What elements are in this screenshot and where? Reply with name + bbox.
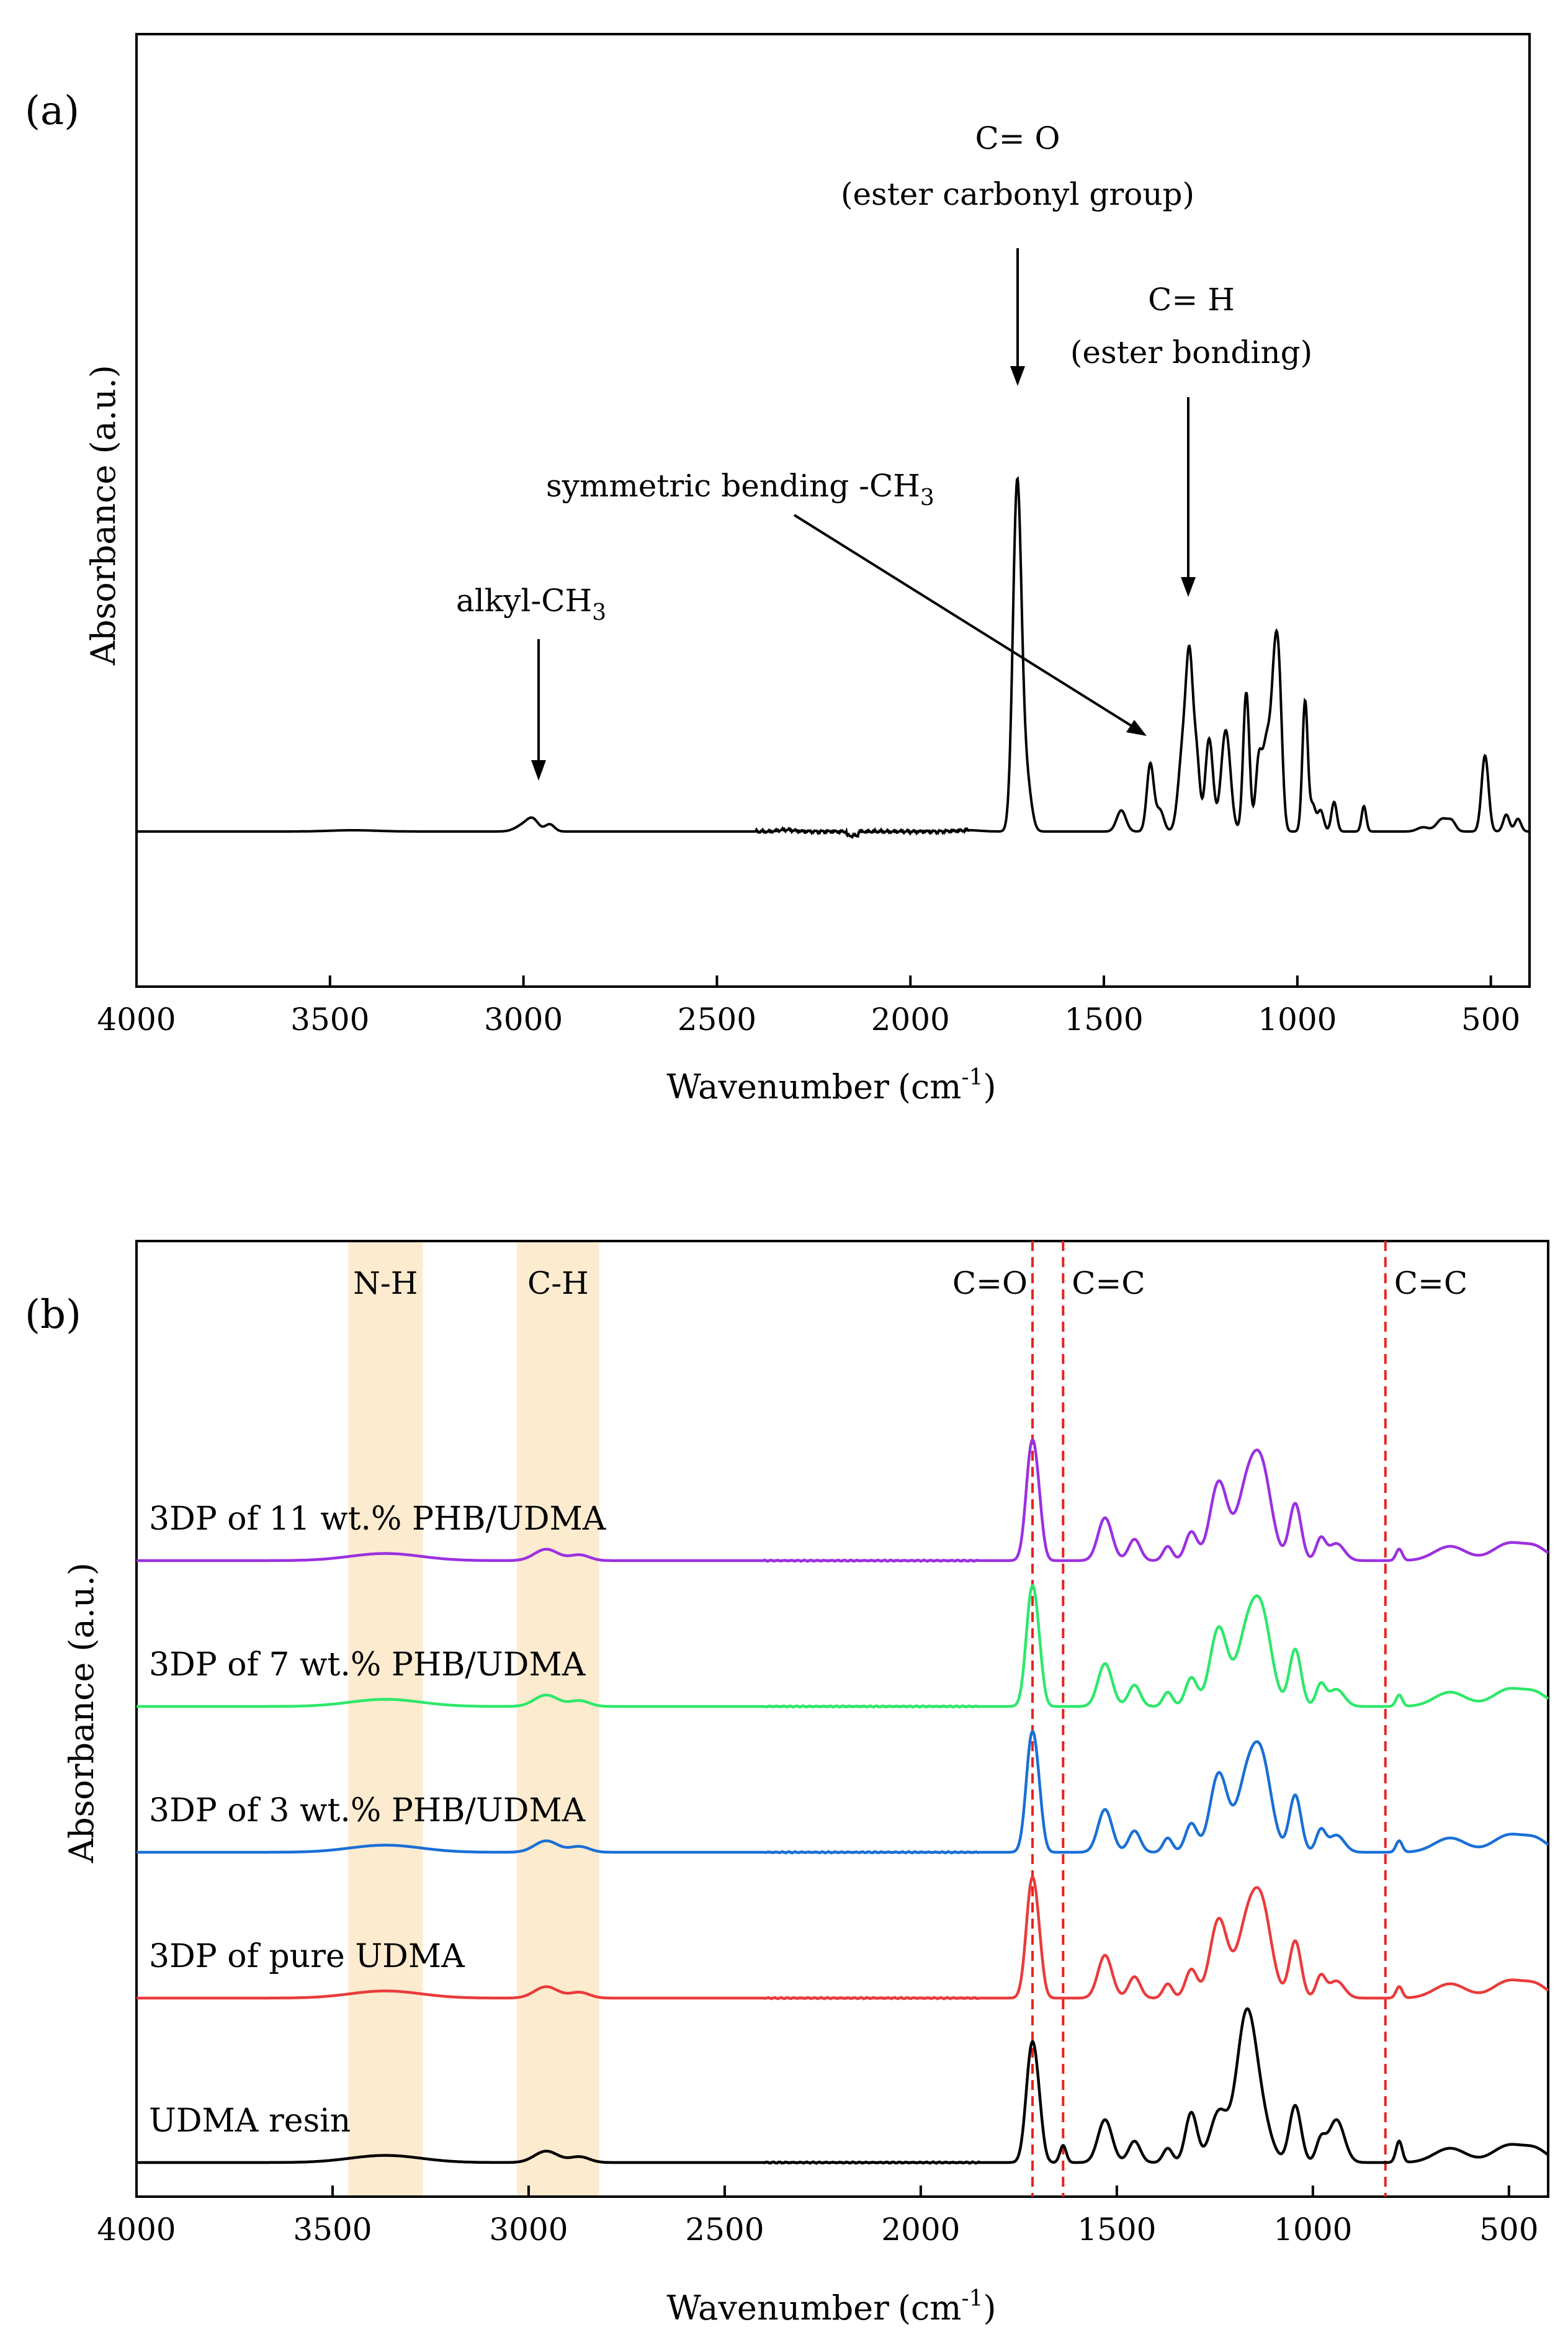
- panel-b-x-axis-label: Wavenumber (cm-1): [666, 2286, 996, 2328]
- panel-a-xlabel-close: ): [983, 1067, 997, 1106]
- panel-b-xlabel-text: Wavenumber: [666, 2288, 889, 2328]
- anno-ch-subtitle: (ester bonding): [1070, 334, 1312, 370]
- panel-b-x-ticks: 4000 3500 3000 2500 2000 1500 1000 500: [97, 2185, 1539, 2248]
- panel-a-x-axis-label: Wavenumber (cm-1): [666, 1065, 996, 1106]
- panel-a-xlabel-sup: -1: [961, 1065, 983, 1090]
- panel-a-x-ticks: 4000 3500 3000 2500 2000 1500 1000 500: [97, 975, 1520, 1038]
- panel-a-x-tick-label: 1500: [1064, 1002, 1143, 1038]
- panel-a-x-tick-label: 2500: [678, 1002, 756, 1038]
- panel-b-y-axis-label: Absorbance (a.u.): [62, 1562, 101, 1863]
- panel-b: N-H C-H (b) Absorbance (a.u.) Wavenumber(…: [25, 1240, 1549, 2328]
- panel-a-frame: [135, 33, 1531, 988]
- panel-b-x-tick-label: 2500: [685, 2212, 764, 2248]
- anno-alkyl-arrowhead: [531, 760, 546, 781]
- series-label: 3DP of pure UDMA: [149, 1938, 465, 1975]
- panel-a-x-tick-label: 1000: [1258, 1002, 1337, 1038]
- panel-b-x-tick-label: 500: [1479, 2212, 1538, 2248]
- panel-a-x-tick-label: 2000: [871, 1002, 950, 1038]
- panel-a-x-tick-label: 4000: [97, 1002, 176, 1038]
- panel-b-xlabel-unit: (cm: [898, 2288, 962, 2328]
- panel-b-series: 3DP of 11 wt.% PHB/UDMA 3DP of 7 wt.% PHB…: [137, 1438, 1549, 2165]
- anno-sym-bending-arrowhead: [1126, 720, 1147, 736]
- panel-a-xlabel-unit: (cm: [898, 1067, 962, 1106]
- panel-a-x-tick-label: 3500: [290, 1002, 369, 1038]
- anno-co-arrowhead: [1010, 366, 1025, 386]
- panel-a-y-axis-label: Absorbance (a.u.): [84, 365, 123, 666]
- reference-line-label: C=C: [1394, 1265, 1467, 1301]
- panel-b-x-tick-label: 2000: [881, 2212, 960, 2248]
- panel-b-label: (b): [25, 1292, 81, 1338]
- anno-sym-bending: symmetric bending -CH3: [546, 468, 934, 511]
- series-line: [137, 1584, 1549, 1709]
- series-line: [137, 1729, 1549, 1855]
- anno-ch-title: C= H: [1148, 282, 1235, 318]
- panel-b-shaded-bands: N-H C-H: [348, 1241, 599, 2197]
- anno-co-title: C= O: [975, 120, 1060, 156]
- anno-alkyl: alkyl-CH3: [456, 583, 606, 625]
- panel-a-xlabel-text: Wavenumber: [666, 1067, 889, 1106]
- anno-co-subtitle: (ester carbonyl group): [841, 176, 1194, 212]
- reference-line-label: C=O: [952, 1265, 1028, 1301]
- series-label: 3DP of 7 wt.% PHB/UDMA: [149, 1646, 586, 1683]
- panel-b-reference-lines: C=O C=C C=C: [952, 1241, 1467, 2197]
- panel-b-xlabel-sup: -1: [961, 2286, 983, 2311]
- series-line: [137, 2007, 1549, 2165]
- series-line: [137, 1875, 1549, 2001]
- panel-a-label: (a): [25, 88, 79, 134]
- panel-b-x-tick-label: 4000: [97, 2212, 176, 2248]
- series-line: [137, 1438, 1549, 1563]
- panel-a: (a) Absorbance (a.u.) Wavenumber (cm-1) 4…: [25, 33, 1531, 1106]
- panel-a-series-line: [137, 476, 1530, 840]
- series-label: 3DP of 11 wt.% PHB/UDMA: [149, 1500, 607, 1538]
- panel-b-x-tick-label: 1500: [1077, 2212, 1156, 2248]
- anno-ch-arrowhead: [1181, 577, 1196, 597]
- panel-b-xlabel-close: ): [983, 2288, 997, 2328]
- shaded-band: [516, 1241, 599, 2197]
- shaded-band-label: C-H: [527, 1265, 589, 1301]
- panel-b-x-tick-label: 3500: [293, 2212, 372, 2248]
- panel-b-frame: [135, 1240, 1549, 2198]
- shaded-band-label: N-H: [353, 1265, 418, 1301]
- panel-a-x-tick-label: 3000: [484, 1002, 563, 1038]
- shaded-band: [348, 1241, 423, 2197]
- anno-sym-bending-arrow: [793, 514, 1143, 733]
- panel-b-x-tick-label: 3000: [489, 2212, 568, 2248]
- series-label: 3DP of 3 wt.% PHB/UDMA: [149, 1792, 586, 1829]
- panel-b-x-tick-label: 1000: [1273, 2212, 1352, 2248]
- reference-line-label: C=C: [1072, 1265, 1145, 1301]
- series-label: UDMA resin: [149, 2102, 351, 2140]
- panel-a-x-tick-label: 500: [1461, 1002, 1520, 1038]
